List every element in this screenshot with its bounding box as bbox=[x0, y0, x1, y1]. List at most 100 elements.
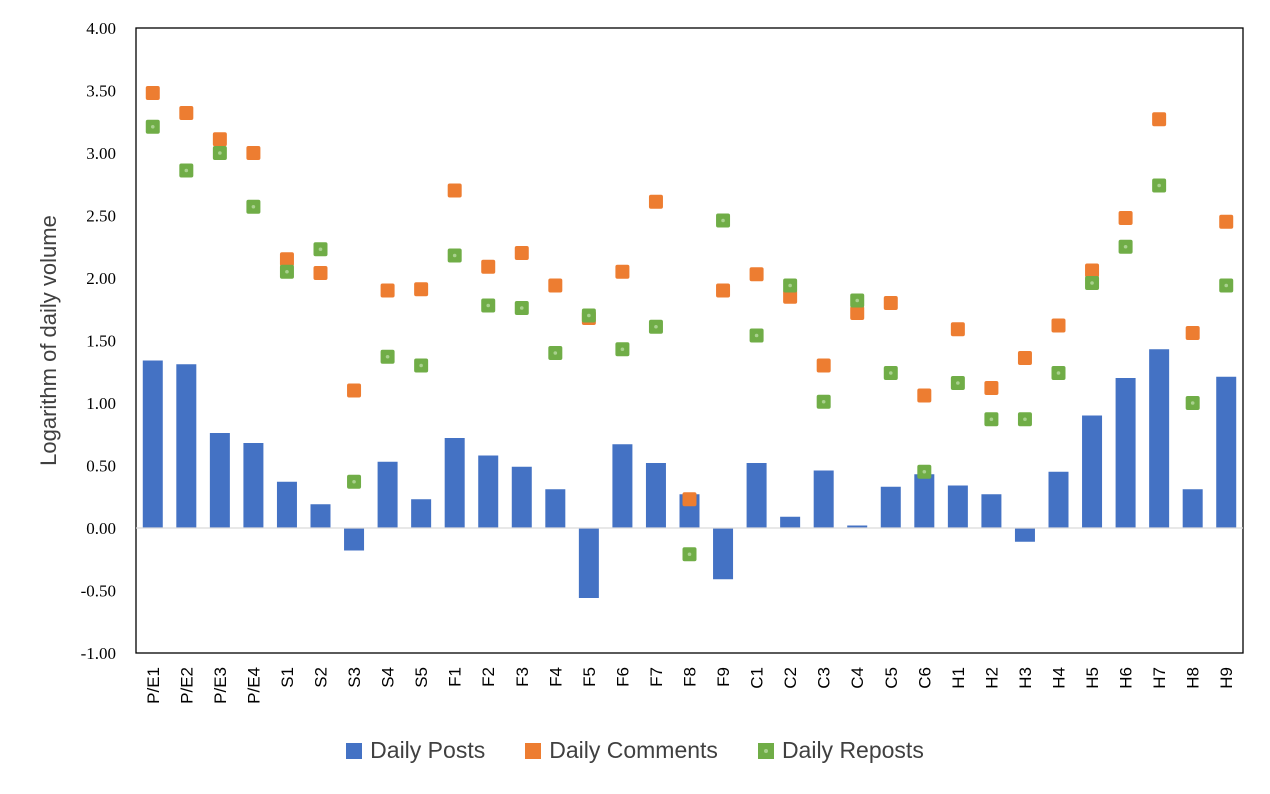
x-tick-label: S1 bbox=[278, 667, 297, 688]
point-dot-daily-reposts-F6 bbox=[620, 347, 625, 352]
legend: Daily Posts Daily Comments Daily Reposts bbox=[0, 737, 1270, 764]
bar-daily-posts-S3 bbox=[344, 528, 365, 551]
plot-frame bbox=[135, 27, 1244, 654]
point-daily-comments-C5 bbox=[883, 296, 898, 310]
point-dot-daily-reposts-S4 bbox=[385, 354, 390, 359]
point-dot-daily-reposts-F2 bbox=[486, 303, 491, 308]
point-daily-comments-S2 bbox=[313, 266, 328, 280]
bar-daily-posts-F6 bbox=[612, 444, 633, 528]
point-daily-comments-S4 bbox=[380, 283, 395, 298]
point-daily-comments-C1 bbox=[749, 267, 764, 282]
x-tick-label: H5 bbox=[1083, 667, 1102, 689]
point-dot-daily-reposts-F8 bbox=[687, 552, 692, 557]
x-tick-label: H4 bbox=[1050, 667, 1069, 689]
point-dot-daily-reposts-P/E3 bbox=[218, 151, 222, 155]
plot-area: -1.00 -0.50 0.00 0.50 1.00 1.50 2.00 2.50 3.00 3.… bbox=[36, 19, 1244, 704]
bar-daily-posts-S1 bbox=[276, 481, 297, 528]
bar-daily-posts-S2 bbox=[310, 504, 331, 528]
x-tick-label: F6 bbox=[613, 667, 632, 687]
y-axis-label: Logarithm of daily volume bbox=[36, 215, 61, 466]
y-tick-label: 1.00 bbox=[86, 394, 116, 413]
point-dot-daily-reposts-C4 bbox=[855, 298, 860, 303]
point-dot-daily-reposts-H9 bbox=[1224, 283, 1229, 288]
bar-daily-posts-C3 bbox=[813, 470, 834, 528]
x-tick-label: S4 bbox=[379, 667, 398, 688]
bar-daily-posts-H9 bbox=[1216, 376, 1237, 528]
point-daily-comments-H8 bbox=[1185, 326, 1200, 340]
x-tick-label: F9 bbox=[714, 667, 733, 687]
x-tick-label: C3 bbox=[815, 667, 834, 689]
point-dot-daily-reposts-F3 bbox=[519, 306, 524, 310]
y-tick-label: 0.50 bbox=[86, 457, 116, 476]
point-dot-daily-reposts-F4 bbox=[553, 351, 558, 355]
x-tick-label: S2 bbox=[312, 667, 331, 688]
bar-daily-posts-H8 bbox=[1182, 489, 1203, 528]
x-tick-label: C4 bbox=[848, 667, 867, 689]
point-daily-comments-F9 bbox=[716, 283, 731, 298]
bar-daily-posts-H5 bbox=[1082, 415, 1103, 528]
x-tick-label: S5 bbox=[412, 667, 431, 688]
point-dot-daily-reposts-S1 bbox=[285, 269, 289, 274]
x-tick-label: S3 bbox=[345, 667, 364, 688]
point-dot-daily-reposts-H6 bbox=[1123, 244, 1128, 249]
bar-daily-posts-P/E1 bbox=[142, 360, 163, 528]
point-dot-daily-reposts-P/E1 bbox=[150, 124, 155, 129]
point-dot-daily-reposts-H4 bbox=[1056, 371, 1061, 375]
point-daily-comments-H5 bbox=[1085, 263, 1100, 278]
point-dot-daily-reposts-F5 bbox=[587, 313, 591, 318]
point-daily-comments-P/E2 bbox=[179, 106, 194, 120]
y-tick-label: 2.00 bbox=[86, 269, 116, 288]
point-daily-comments-H2 bbox=[984, 381, 999, 395]
legend-swatch-comments bbox=[525, 742, 542, 759]
x-tick-label: H9 bbox=[1217, 667, 1236, 689]
point-dot-daily-reposts-F1 bbox=[452, 253, 457, 258]
x-tick-label: F1 bbox=[446, 667, 465, 687]
legend-label-reposts: Daily Reposts bbox=[781, 737, 924, 763]
bar-daily-posts-H3 bbox=[1014, 528, 1035, 542]
bar-daily-posts-H4 bbox=[1048, 471, 1069, 528]
bar-daily-posts-P/E4 bbox=[243, 443, 264, 528]
legend-label-comments: Daily Comments bbox=[549, 737, 718, 763]
point-dot-daily-reposts-H8 bbox=[1190, 401, 1195, 405]
point-dot-daily-reposts-C3 bbox=[821, 399, 826, 404]
legend-item-reposts: Daily Reposts bbox=[757, 737, 924, 764]
bar-daily-posts-P/E2 bbox=[176, 364, 197, 528]
point-daily-comments-H1 bbox=[950, 322, 965, 337]
point-daily-comments-S3 bbox=[347, 383, 362, 398]
point-dot-daily-reposts-S2 bbox=[318, 247, 323, 252]
bar-daily-posts-F2 bbox=[478, 455, 499, 528]
y-tick-label: -0.50 bbox=[81, 582, 116, 601]
bar-daily-posts-P/E3 bbox=[209, 433, 230, 528]
point-dot-daily-reposts-F7 bbox=[654, 324, 658, 329]
bar-daily-posts-H1 bbox=[947, 485, 968, 528]
point-daily-comments-F4 bbox=[548, 278, 563, 293]
point-daily-comments-F7 bbox=[648, 194, 663, 209]
x-tick-label: P/E4 bbox=[244, 667, 263, 704]
point-dot-daily-reposts-S3 bbox=[352, 479, 356, 484]
point-dot-daily-reposts-H7 bbox=[1157, 183, 1161, 188]
point-daily-comments-S5 bbox=[414, 282, 429, 297]
bar-daily-posts-C5 bbox=[880, 486, 901, 528]
point-daily-comments-C3 bbox=[816, 358, 831, 373]
point-dot-daily-reposts-H1 bbox=[956, 381, 960, 385]
point-dot-daily-reposts-C2 bbox=[788, 283, 792, 288]
point-daily-comments-P/E4 bbox=[246, 146, 261, 160]
point-dot-daily-reposts-P/E2 bbox=[184, 168, 189, 173]
point-dot-daily-reposts-S5 bbox=[419, 363, 423, 368]
point-dot-daily-reposts-C5 bbox=[888, 371, 893, 375]
point-daily-comments-P/E1 bbox=[145, 86, 160, 100]
point-dot-daily-reposts-C6 bbox=[922, 469, 927, 474]
point-daily-comments-H4 bbox=[1051, 318, 1066, 333]
point-dot-daily-reposts-F9 bbox=[721, 218, 725, 223]
x-tick-label: P/E3 bbox=[211, 667, 230, 704]
point-daily-comments-C6 bbox=[917, 388, 932, 403]
bar-daily-posts-H7 bbox=[1149, 349, 1170, 528]
point-daily-comments-H7 bbox=[1152, 112, 1167, 127]
bar-daily-posts-S5 bbox=[411, 499, 432, 528]
bar-daily-posts-F7 bbox=[645, 463, 666, 528]
point-daily-comments-C4 bbox=[850, 306, 865, 320]
point-dot-daily-reposts-P/E4 bbox=[251, 204, 256, 209]
x-tick-label: F2 bbox=[479, 667, 498, 687]
x-tick-label: C2 bbox=[781, 667, 800, 689]
point-daily-comments-C2 bbox=[783, 289, 798, 304]
